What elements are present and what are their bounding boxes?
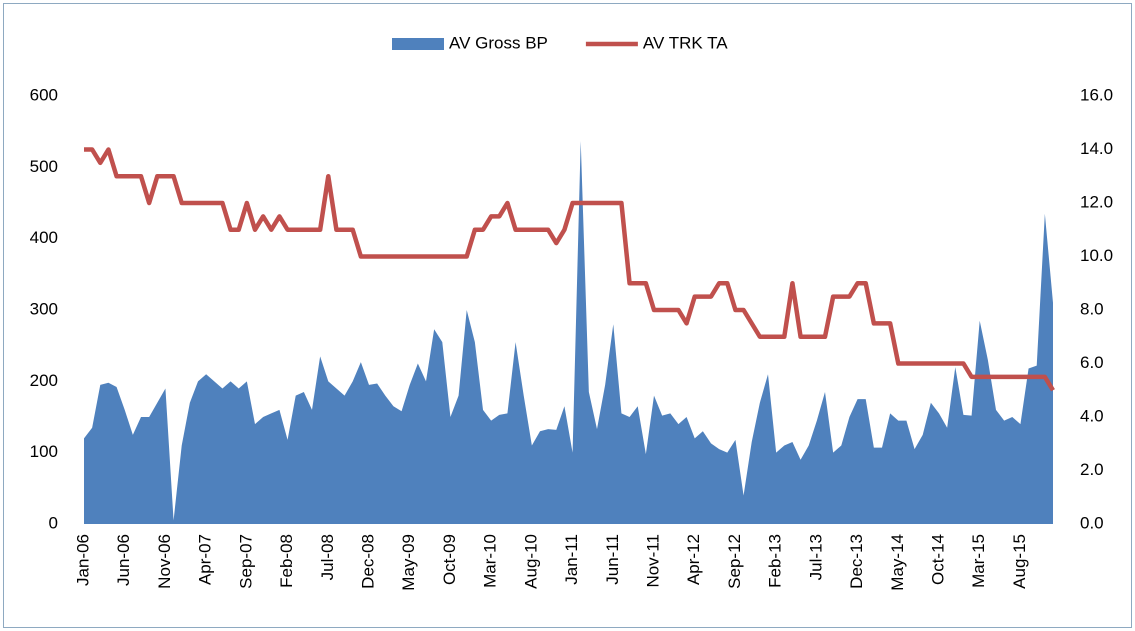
y2-tick-label: 4.0 <box>1080 406 1104 425</box>
chart-border <box>3 3 1132 628</box>
x-tick-label: Dec-08 <box>358 534 377 589</box>
y2-tick-label: 8.0 <box>1080 299 1104 318</box>
y2-tick-label: 16.0 <box>1080 85 1113 104</box>
legend-label: AV TRK TA <box>643 33 728 52</box>
x-tick-label: Oct-14 <box>928 534 947 585</box>
x-tick-label: Dec-13 <box>847 534 866 589</box>
y2-tick-label: 2.0 <box>1080 460 1104 479</box>
y-tick-label: 300 <box>30 299 58 318</box>
x-tick-label: Jun-11 <box>603 534 622 585</box>
x-tick-label: Feb-13 <box>766 534 785 588</box>
x-tick-label: Apr-07 <box>196 534 215 585</box>
x-tick-label: Nov-11 <box>643 534 662 588</box>
x-tick-label: Jun-06 <box>114 534 133 586</box>
x-tick-label: Jul-08 <box>318 534 337 580</box>
x-tick-label: Aug-10 <box>521 534 540 589</box>
x-tick-label: Apr-12 <box>684 534 703 585</box>
y-tick-label: 600 <box>30 85 58 104</box>
y-tick-label: 400 <box>30 228 58 247</box>
legend-label: AV Gross BP <box>449 33 548 52</box>
y2-tick-label: 12.0 <box>1080 192 1113 211</box>
legend-swatch <box>392 38 444 50</box>
x-tick-label: Sep-07 <box>236 534 255 589</box>
x-tick-label: Mar-10 <box>481 534 500 588</box>
y2-tick-label: 10.0 <box>1080 246 1113 265</box>
y-tick-label: 200 <box>30 371 58 390</box>
x-tick-label: Jan-06 <box>73 534 92 586</box>
x-tick-label: May-14 <box>888 534 907 591</box>
x-tick-label: May-09 <box>399 534 418 591</box>
line <box>84 147 1055 392</box>
x-tick-label: Nov-06 <box>155 534 174 589</box>
x-tick-label: Mar-15 <box>969 534 988 588</box>
x-tick-label: Oct-09 <box>440 534 459 585</box>
area <box>84 140 1053 524</box>
x-tick-label: Sep-12 <box>725 534 744 589</box>
y-tick-label: 100 <box>30 442 58 461</box>
x-tick-label: Aug-15 <box>1010 534 1029 589</box>
y-tick-label: 500 <box>30 157 58 176</box>
y2-tick-label: 14.0 <box>1080 139 1113 158</box>
x-tick-label: Jul-13 <box>806 534 825 580</box>
x-tick-label: Jan-11 <box>562 534 581 585</box>
y2-tick-label: 6.0 <box>1080 353 1104 372</box>
x-tick-label: Feb-08 <box>277 534 296 588</box>
y-tick-label: 0 <box>49 513 58 532</box>
y2-tick-label: 0.0 <box>1080 513 1104 532</box>
